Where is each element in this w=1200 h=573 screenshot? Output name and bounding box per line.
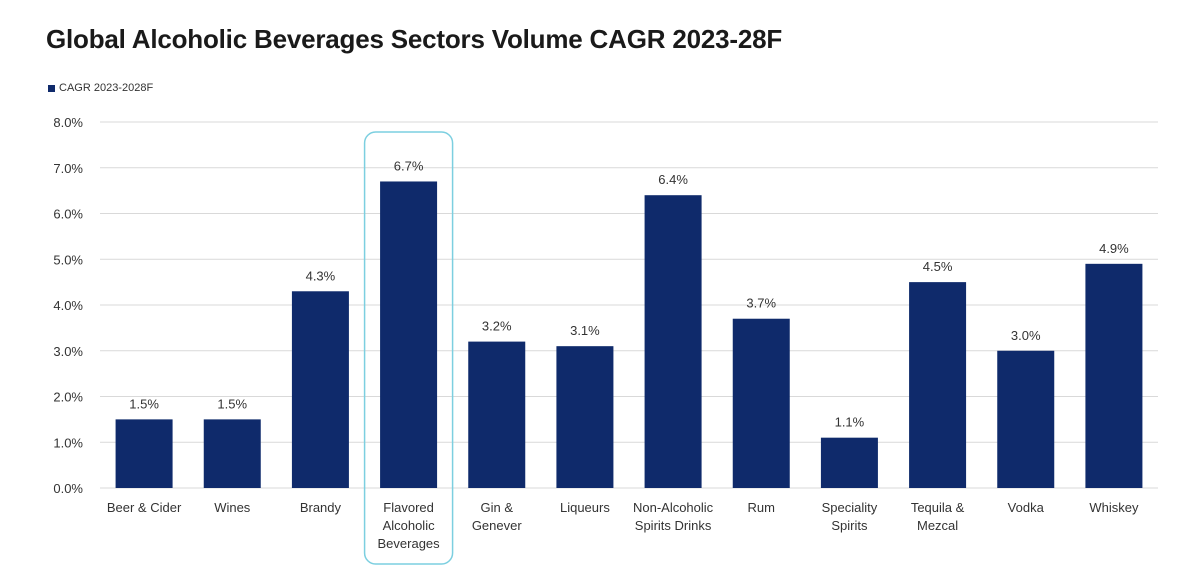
x-tick-label: Genever	[472, 518, 523, 533]
y-tick-label: 2.0%	[53, 390, 83, 405]
y-tick-label: 6.0%	[53, 207, 83, 222]
data-label: 1.5%	[217, 396, 247, 411]
highlight-box	[363, 131, 454, 565]
bar	[380, 181, 438, 488]
y-tick-label: 4.0%	[53, 298, 83, 313]
x-tick-label: Wines	[214, 500, 251, 515]
x-tick-label: Beer & Cider	[107, 500, 182, 515]
data-label: 6.7%	[394, 158, 424, 173]
data-label: 6.4%	[658, 172, 688, 187]
x-tick-label: Alcoholic	[383, 518, 436, 533]
data-label: 4.3%	[306, 268, 336, 283]
data-label: 3.1%	[570, 323, 600, 338]
bar	[997, 350, 1055, 488]
chart-legend: CAGR 2023-2028F	[48, 82, 153, 94]
y-tick-label: 5.0%	[53, 252, 83, 267]
x-tick-label: Speciality	[822, 500, 878, 515]
data-label: 3.0%	[1011, 328, 1041, 343]
bar	[732, 318, 790, 488]
y-tick-label: 3.0%	[53, 344, 83, 359]
y-tick-label: 1.0%	[53, 435, 83, 450]
bar	[909, 282, 967, 488]
x-tick-label: Liqueurs	[560, 500, 610, 515]
y-tick-label: 8.0%	[53, 115, 83, 130]
bar	[115, 419, 173, 488]
bar	[291, 291, 349, 488]
x-tick-label: Flavored	[383, 500, 434, 515]
chart-title: Global Alcoholic Beverages Sectors Volum…	[46, 24, 783, 54]
y-tick-label: 0.0%	[53, 481, 83, 496]
data-label: 3.2%	[482, 319, 512, 334]
x-tick-label: Rum	[748, 500, 775, 515]
x-tick-label: Mezcal	[917, 518, 958, 533]
data-label: 4.9%	[1099, 241, 1129, 256]
x-tick-label: Beverages	[378, 536, 441, 551]
legend-label: CAGR 2023-2028F	[59, 82, 154, 94]
x-tick-label: Whiskey	[1089, 500, 1139, 515]
bar	[203, 419, 261, 488]
legend-swatch	[48, 84, 55, 92]
bar	[1085, 263, 1143, 488]
x-tick-label: Tequila &	[911, 500, 965, 515]
x-tick-label: Spirits	[831, 518, 868, 533]
bar	[468, 341, 526, 488]
bar	[556, 346, 614, 488]
y-tick-label: 7.0%	[53, 161, 83, 176]
data-label: 4.5%	[923, 259, 953, 274]
data-label: 1.1%	[835, 415, 865, 430]
data-label: 3.7%	[746, 296, 776, 311]
bar	[644, 195, 702, 488]
x-tick-label: Brandy	[300, 500, 342, 515]
bar	[820, 437, 878, 488]
x-tick-label: Non-Alcoholic	[633, 500, 714, 515]
x-tick-label: Spirits Drinks	[635, 518, 712, 533]
x-tick-label: Gin &	[480, 500, 513, 515]
data-label: 1.5%	[129, 396, 159, 411]
x-tick-label: Vodka	[1008, 500, 1045, 515]
